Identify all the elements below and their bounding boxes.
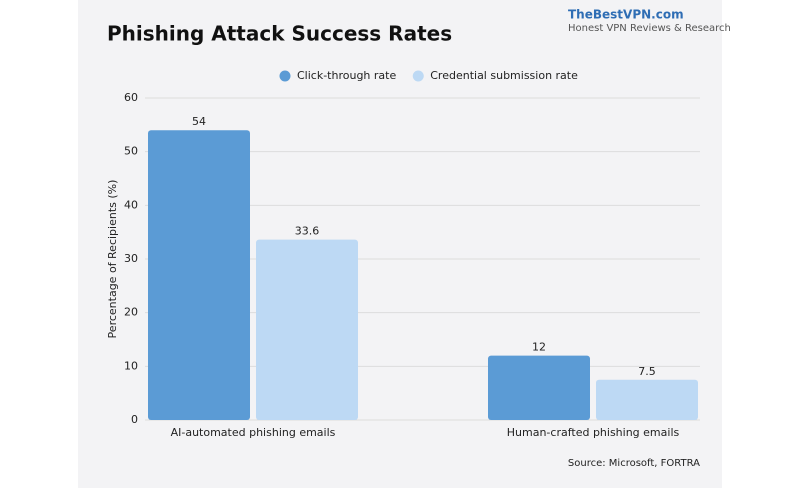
y-tick-label: 30 — [124, 252, 138, 265]
source: Source: Microsoft, FORTRA — [568, 458, 700, 469]
bar — [148, 130, 250, 420]
y-tick-label: 40 — [124, 198, 138, 211]
y-tick-label: 20 — [124, 306, 138, 319]
y-tick-label: 50 — [124, 145, 138, 158]
legend-swatch — [412, 70, 424, 82]
bar — [488, 355, 590, 420]
x-tick-label: AI-automated phishing emails — [171, 426, 336, 439]
brand: TheBestVPN.com — [568, 8, 684, 22]
chart-title: Phishing Attack Success Rates — [107, 22, 452, 46]
y-axis-label: Percentage of Recipients (%) — [106, 180, 119, 339]
bar — [256, 239, 358, 420]
y-tick-label: 60 — [124, 91, 138, 104]
bar — [596, 379, 698, 420]
value-label: 7.5 — [638, 365, 656, 378]
legend-label: Click-through rate — [297, 69, 396, 82]
brand-tagline: Honest VPN Reviews & Research — [568, 23, 731, 34]
legend-swatch — [279, 70, 291, 82]
legend-label: Credential submission rate — [430, 69, 578, 82]
y-tick-label: 0 — [131, 413, 138, 426]
value-label: 54 — [192, 115, 206, 128]
y-tick-label: 10 — [124, 359, 138, 372]
x-tick-label: Human-crafted phishing emails — [507, 426, 680, 439]
value-label: 12 — [532, 341, 546, 354]
value-label: 33.6 — [295, 225, 320, 238]
